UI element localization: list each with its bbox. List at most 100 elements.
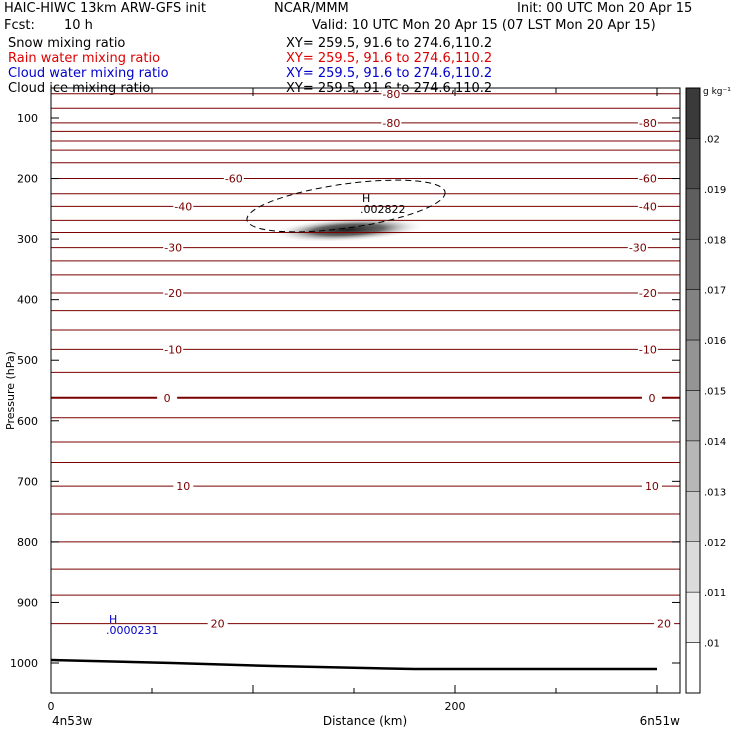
- organization-label: NCAR/MMM: [274, 1, 349, 16]
- colorbar-bin-7: [685, 440, 701, 492]
- isotherm-label-2-1: -60: [639, 173, 657, 186]
- field-name-snow: Snow mixing ratio: [8, 36, 126, 51]
- forecast-hours: 10 h: [64, 18, 93, 33]
- isotherm-label-bg: [173, 480, 194, 493]
- isotherm-label-0-0: -80: [382, 117, 400, 130]
- plot-area: -80 -80 -80 -60 -60 -40 -40 -30 -30 -20 -20 -10 -10 0…: [51, 88, 680, 671]
- isotherm-label-4-0: -30: [164, 242, 182, 255]
- colorbar-bin-4: [685, 289, 701, 341]
- cloud-water-max-marker: H: [109, 613, 117, 626]
- y-tick-label-200: 200: [17, 173, 38, 186]
- colorbar-label-2: .012: [704, 538, 726, 549]
- isotherm-label-3-1: -40: [639, 200, 657, 213]
- y-axis-label: Pressure (hPa): [4, 351, 17, 430]
- isotherm-label-bg: [381, 116, 402, 129]
- isotherm-label-6-1: -10: [639, 343, 657, 356]
- isotherm-label-bg: [641, 391, 662, 404]
- isotherm-label-6-0: -10: [164, 343, 182, 356]
- colorbar-bin-1: [685, 138, 701, 190]
- forecast-label: Fcst:: [4, 18, 35, 33]
- colorbar-label-0: .01: [704, 639, 720, 650]
- colorbar-label-1: .011: [704, 588, 726, 599]
- colorbar-bin-9: [685, 541, 701, 593]
- isotherm-label-1-0: -80: [382, 88, 400, 101]
- isotherm-label-0-1: -80: [639, 117, 657, 130]
- x-axis-label: Distance (km): [323, 714, 407, 728]
- field-name-cloud-water: Cloud water mixing ratio: [8, 66, 169, 81]
- field-xy-snow: XY= 259.5, 91.6 to 274.6,110.2: [286, 36, 493, 51]
- isotherm-label-bg: [637, 200, 658, 213]
- colorbar-label-9: .019: [704, 185, 726, 196]
- y-tick-label-500: 500: [17, 354, 38, 367]
- isotherm-label-bg: [637, 343, 658, 356]
- colorbar-bin-0: [685, 87, 701, 139]
- cloud-ice-contour: [246, 179, 446, 233]
- isotherm-label-bg: [207, 617, 228, 630]
- colorbar-label-3: .013: [704, 487, 726, 498]
- y-tick-label-400: 400: [17, 294, 38, 307]
- y-tick-label-800: 800: [17, 536, 38, 549]
- isotherm-label-7-0: 0: [164, 392, 171, 405]
- isotherm-label-bg: [637, 116, 658, 129]
- cloud-water-max-value: .0000231: [106, 624, 159, 637]
- isotherm-label-bg: [627, 241, 648, 254]
- isotherm-label-7-1: 0: [648, 392, 655, 405]
- isotherm-label-bg: [163, 287, 184, 300]
- colorbar-bin-2: [685, 188, 701, 240]
- colorbar-frame: [685, 87, 701, 694]
- axes: 1002003004005006007008009001000Pressure …: [4, 88, 680, 728]
- x-tick-label-200: 200: [445, 700, 466, 713]
- y-tick-label-600: 600: [17, 415, 38, 428]
- isotherm-label-5-0: -20: [164, 287, 182, 300]
- chart-title: HAIC-HIWC 13km ARW-GFS init: [4, 1, 206, 16]
- y-tick-label-900: 900: [17, 596, 38, 609]
- isotherm-label-bg: [381, 88, 402, 100]
- colorbar: .01 .011 .012 .013 .014 .015 .016 .017 .018 .019.…: [685, 87, 731, 694]
- colorbar-label-8: .018: [704, 235, 726, 246]
- isotherm-label-bg: [157, 391, 178, 404]
- colorbar-bin-10: [685, 591, 701, 643]
- x-end-label: 6n51w: [640, 714, 681, 728]
- colorbar-label-5: .015: [704, 387, 726, 398]
- y-tick-label-300: 300: [17, 233, 38, 246]
- colorbar-bin-3: [685, 239, 701, 290]
- init-time: Init: 00 UTC Mon 20 Apr 15: [517, 1, 693, 16]
- colorbar-label-6: .016: [704, 336, 726, 347]
- colorbar-bin-5: [685, 339, 701, 391]
- isotherm-label-bg: [173, 200, 194, 213]
- isotherm-label-bg: [163, 343, 184, 356]
- y-tick-label-100: 100: [17, 112, 38, 125]
- field-xy-rain: XY= 259.5, 91.6 to 274.6,110.2: [286, 51, 493, 66]
- valid-time: Valid: 10 UTC Mon 20 Apr 15 (07 LST Mon …: [312, 18, 656, 33]
- isotherm-label-bg: [637, 287, 658, 300]
- cloud-ice-max-value: .002822: [360, 203, 406, 216]
- y-tick-label-700: 700: [17, 475, 38, 488]
- x-tick-label-0: 0: [48, 700, 55, 713]
- plot-frame: [50, 87, 681, 694]
- isotherm-label-4-1: -30: [629, 242, 647, 255]
- isotherm-label-5-1: -20: [639, 287, 657, 300]
- colorbar-label-7: .017: [704, 286, 726, 297]
- colorbar-bin-6: [685, 390, 701, 442]
- isotherm-label-bg: [641, 480, 662, 493]
- colorbar-label-4: .014: [704, 437, 726, 448]
- isotherm-label-bg: [637, 172, 658, 185]
- isotherm-label-3-0: -40: [174, 200, 192, 213]
- isotherm-label-8-1: 10: [645, 480, 659, 493]
- x-start-label: 4n53w: [52, 714, 93, 728]
- isotherm-label-2-0: -60: [225, 173, 243, 186]
- y-tick-label-1000: 1000: [10, 657, 38, 670]
- isotherm-label-9-1: 20: [657, 618, 671, 631]
- colorbar-bin-11: [685, 642, 701, 694]
- cloud-ice-max-marker: H: [362, 192, 370, 205]
- field-xy-cloud-water: XY= 259.5, 91.6 to 274.6,110.2: [286, 66, 493, 81]
- ground-surface: [51, 658, 657, 671]
- colorbar-unit: g kg⁻¹: [703, 87, 731, 97]
- field-name-rain: Rain water mixing ratio: [8, 51, 161, 66]
- isotherm-label-8-0: 10: [176, 480, 190, 493]
- isotherm-label-9-0: 20: [211, 618, 225, 631]
- isotherm-label-bg: [654, 617, 675, 630]
- cloud-ice-shading: [270, 217, 427, 243]
- isotherm-label-bg: [163, 241, 184, 254]
